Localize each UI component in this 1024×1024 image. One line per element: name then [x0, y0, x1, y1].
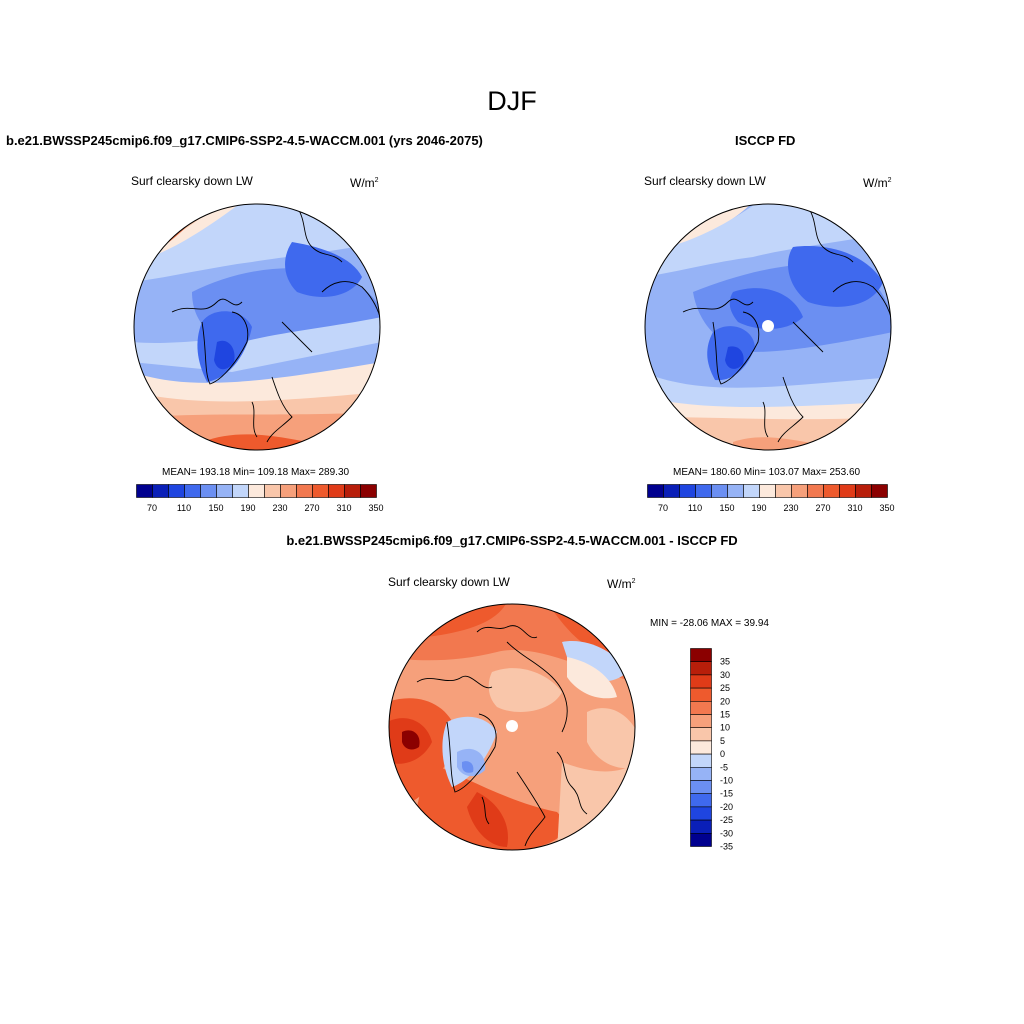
panel-2-colorbar-tick-label: 110 — [688, 503, 702, 513]
panel-2-colorbar-tick-label: 70 — [658, 503, 668, 513]
panel-3-colorbar-tick-label: -35 — [720, 842, 733, 852]
panel-2-colorbar-swatch — [743, 484, 760, 498]
panel-3-colorbar-swatch — [690, 780, 712, 794]
panel-1-colorbar-tick-label: 70 — [147, 503, 157, 513]
panel-3-colorbar-tick-label: -5 — [720, 762, 728, 772]
panel-3-colorbar — [690, 648, 712, 847]
panel-1-colorbar-tick-label: 110 — [177, 503, 191, 513]
panel-1-colorbar-swatch — [328, 484, 345, 498]
panel-1-colorbar-swatch — [216, 484, 233, 498]
panel-2-polar-map — [644, 203, 892, 451]
panel-3-polar-map — [388, 603, 636, 851]
panel-3-colorbar-swatch — [690, 687, 712, 702]
panel-3-colorbar-tick-label: -10 — [720, 776, 733, 786]
panel-1-colorbar-swatch — [280, 484, 297, 498]
panel-1-colorbar-tick-label: 270 — [304, 503, 319, 513]
panel-3-colorbar-swatch — [690, 674, 712, 689]
panel-3-colorbar-swatch — [690, 714, 712, 728]
panel-1-colorbar-tick-label: 230 — [272, 503, 287, 513]
panel-1-colorbar-swatch — [264, 484, 281, 498]
panel-1-colorbar-swatch — [232, 484, 249, 498]
panel-1-colorbar-swatch — [312, 484, 329, 498]
panel-2-colorbar-swatch — [791, 484, 808, 498]
panel-2-colorbar-tick-label: 190 — [751, 503, 766, 513]
panel-2-colorbar-swatch — [695, 484, 712, 498]
panel-3-colorbar-swatch — [690, 806, 712, 821]
panel-1-colorbar-swatch — [296, 484, 313, 498]
panel-2-colorbar-swatch — [823, 484, 840, 498]
panel-1-colorbar-tick-label: 150 — [208, 503, 223, 513]
panel-3-colorbar-tick-label: 0 — [720, 749, 725, 759]
panel-1-colorbar-swatch — [248, 484, 265, 498]
panel-3-colorbar-tick-label: 15 — [720, 710, 730, 720]
panel-1-title: b.e21.BWSSP245cmip6.f09_g17.CMIP6-SSP2-4… — [6, 133, 483, 148]
panel-2-colorbar-swatch — [679, 484, 696, 498]
panel-2-colorbar-swatch — [855, 484, 872, 498]
panel-3-colorbar-tick-label: 5 — [720, 736, 725, 746]
panel-3-stats: MIN = -28.06 MAX = 39.94 — [650, 618, 769, 629]
panel-2-colorbar-swatch — [711, 484, 728, 498]
panel-3-units-label: W/m2 — [607, 577, 636, 591]
panel-2-units-label: W/m2 — [863, 176, 892, 190]
panel-2-colorbar-swatch — [871, 484, 888, 498]
panel-3-colorbar-tick-label: -25 — [720, 815, 733, 825]
panel-1-colorbar-swatch — [152, 484, 169, 498]
panel-1-colorbar-tick-label: 190 — [240, 503, 255, 513]
panel-3-title: b.e21.BWSSP245cmip6.f09_g17.CMIP6-SSP2-4… — [286, 533, 738, 548]
panel-3-colorbar-swatch — [690, 793, 712, 808]
panel-3-colorbar-swatch — [690, 740, 712, 755]
panel-1-colorbar-swatch — [168, 484, 185, 498]
panel-2-stats: MEAN= 180.60 Min= 103.07 Max= 253.60 — [673, 467, 861, 478]
panel-3-colorbar-tick-label: -30 — [720, 828, 733, 838]
panel-3-colorbar-swatch — [690, 767, 712, 781]
panel-1-colorbar-swatch — [360, 484, 377, 498]
panel-2-colorbar-ticks: 70 110 150 190 230 270 310 350 — [658, 503, 895, 513]
panel-3-colorbar-tick-label: 25 — [720, 683, 730, 693]
panel-2-colorbar-tick-label: 270 — [815, 503, 830, 513]
panel-3-colorbar-tick-label: 30 — [720, 670, 730, 680]
panel-1-colorbar-swatch — [136, 484, 153, 498]
panel-2-colorbar-swatch — [647, 484, 664, 498]
panel-1-colorbar — [136, 484, 377, 498]
panel-3-colorbar-ticks: 35 30 25 20 15 10 5 0 -5 -10 -15 -20 -25 -30 -35 — [720, 657, 733, 852]
panel-1-units-label: W/m2 — [350, 176, 379, 190]
panel-2-colorbar-swatch — [727, 484, 744, 498]
panel-1-variable-label: Surf clearsky down LW — [131, 174, 253, 188]
panel-1-colorbar-swatch — [184, 484, 201, 498]
panel-3-colorbar-tick-label: 10 — [720, 723, 730, 733]
panel-1-colorbar-tick-label: 350 — [368, 503, 383, 513]
panel-3-colorbar-swatch — [690, 753, 712, 768]
panel-3-colorbar-swatch — [690, 819, 712, 834]
panel-2-colorbar-tick-label: 350 — [879, 503, 894, 513]
panel-3-colorbar-swatch — [690, 833, 712, 847]
panel-3-colorbar-tick-label: 20 — [720, 696, 730, 706]
panel-3-colorbar-swatch — [690, 727, 712, 742]
panel-2-colorbar-swatch — [807, 484, 824, 498]
panel-1-colorbar-ticks: 70 110 150 190 230 270 310 350 — [147, 503, 384, 513]
panel-2-colorbar — [647, 484, 888, 498]
panel-2-colorbar-tick-label: 310 — [847, 503, 862, 513]
panel-2-colorbar-swatch — [759, 484, 776, 498]
panel-3-colorbar-tick-label: -20 — [720, 802, 733, 812]
panel-2-colorbar-tick-label: 230 — [783, 503, 798, 513]
panel-3-variable-label: Surf clearsky down LW — [388, 575, 510, 589]
panel-3-colorbar-swatch — [690, 661, 712, 676]
panel-1-colorbar-swatch — [200, 484, 217, 498]
panel-3-colorbar-swatch — [690, 648, 712, 662]
panel-2-colorbar-swatch — [775, 484, 792, 498]
panel-2-colorbar-tick-label: 150 — [719, 503, 734, 513]
panel-1-polar-map — [133, 203, 381, 451]
panel-2-title: ISCCP FD — [735, 133, 796, 148]
panel-1-colorbar-swatch — [344, 484, 361, 498]
figure-title: DJF — [487, 86, 537, 116]
panel-3-colorbar-tick-label: -15 — [720, 789, 733, 799]
panel-3-colorbar-tick-label: 35 — [720, 657, 730, 667]
panel-3-colorbar-swatch — [690, 700, 712, 715]
panel-2-variable-label: Surf clearsky down LW — [644, 174, 766, 188]
panel-1-stats: MEAN= 193.18 Min= 109.18 Max= 289.30 — [162, 467, 350, 478]
panel-2-colorbar-swatch — [839, 484, 856, 498]
panel-1-colorbar-tick-label: 310 — [336, 503, 351, 513]
panel-2-colorbar-swatch — [663, 484, 680, 498]
